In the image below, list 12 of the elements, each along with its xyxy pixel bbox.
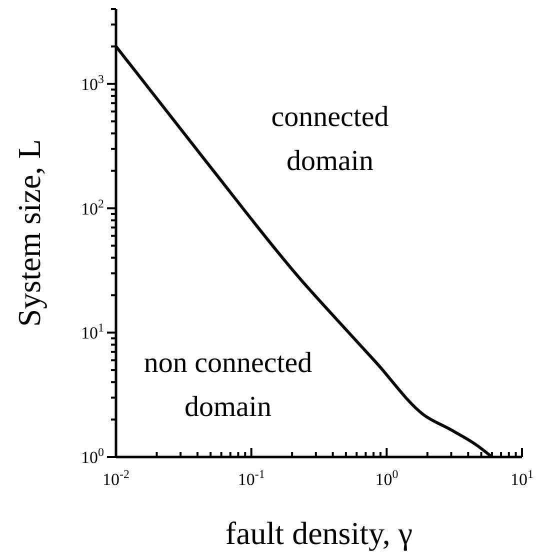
annotation: non connected domain: [144, 347, 313, 423]
y-tick-label: 10$^{3}$: [81, 72, 104, 94]
annotation: connected domain: [271, 101, 390, 177]
y-tick-label: 10$^{1}$: [81, 320, 104, 343]
y-tick-label: 10$^{2}$: [81, 196, 104, 218]
y-axis-title: System size, L: [11, 139, 47, 327]
x-tick-label: 10$^{-1}$: [238, 467, 265, 489]
x-tick-label: 10$^{0}$: [375, 467, 398, 489]
y-tick-label: 10$^{0}$: [81, 445, 104, 467]
x-tick-label: 10$^{1}$: [510, 467, 534, 489]
x-tick-label: 10$^{-2}$: [102, 467, 130, 489]
x-axis-title: fault density, γ: [225, 515, 413, 551]
